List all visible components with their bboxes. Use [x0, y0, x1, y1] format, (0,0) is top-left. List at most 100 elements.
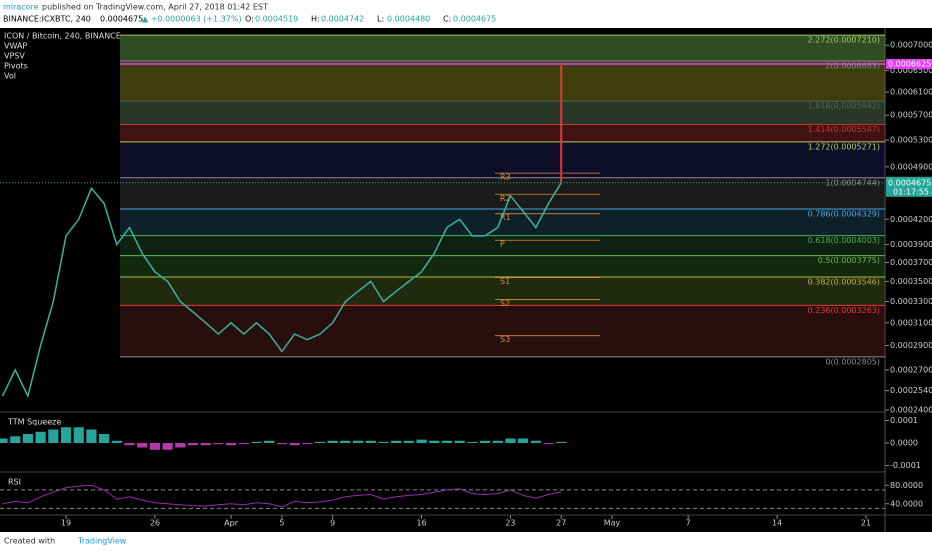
momentum-bar	[391, 440, 402, 443]
momentum-bar	[543, 443, 554, 445]
y-tick-label: 0.0004900	[890, 162, 932, 171]
price-line	[1, 182, 562, 399]
fib-label: 0.5(0.0003775)	[818, 256, 880, 265]
fib-band	[120, 235, 885, 256]
pivot-label: P	[500, 240, 505, 249]
fib-label: 0.618(0.0004003)	[808, 236, 880, 245]
y-tick-label: 0.0002700	[890, 365, 932, 374]
pivot-label: S2	[500, 299, 510, 308]
pivot-label: R2	[500, 194, 511, 203]
fib-label: 0(0.0002805)	[825, 357, 880, 366]
x-tick-label: 27	[556, 519, 566, 528]
momentum-bar	[99, 434, 110, 443]
fib-label: 1.272(0.0005271)	[808, 142, 880, 151]
momentum-bar	[429, 440, 440, 443]
fib-band	[120, 124, 885, 142]
y-tick-label: 0.0003100	[890, 318, 932, 327]
pivot-label: S3	[500, 335, 510, 344]
momentum-bar	[35, 431, 46, 443]
momentum-bar	[340, 440, 351, 443]
indicator-label: Vol	[4, 72, 16, 81]
change: ▲ +0.0000063 (+1.37%)	[142, 15, 242, 24]
y-tick-label: 40.0000	[890, 499, 923, 508]
legend-title: ICON / Bitcoin, 240, BINANCE	[4, 32, 121, 41]
fib-band	[120, 141, 885, 178]
last-price-tag	[886, 176, 932, 197]
y-tick-label: 0.0006500	[890, 66, 932, 75]
momentum-bar	[289, 443, 300, 446]
pivot-label: R3	[500, 173, 511, 182]
momentum-bar	[48, 429, 59, 443]
momentum-bar	[365, 440, 376, 443]
momentum-bar	[454, 440, 465, 443]
y-tick-label: 0.0002900	[890, 341, 932, 350]
y-tick-label: 0.0003500	[890, 277, 932, 286]
quote-label: L:	[377, 15, 384, 24]
pivot-label: R1	[500, 213, 511, 222]
fib-label: 2(0.0006683)	[825, 62, 880, 71]
quote-label: H:	[311, 15, 320, 24]
momentum-bar	[302, 443, 313, 445]
y-tick-label: 0.0006100	[890, 88, 932, 97]
rsi-line	[2, 484, 562, 508]
target-label: 0.0006625	[888, 59, 931, 68]
fib-label: 1.414(0.0005547)	[808, 125, 880, 134]
momentum-bar	[73, 427, 84, 443]
momentum-bar	[378, 441, 389, 443]
momentum-bar	[314, 441, 326, 443]
footer-created: Created with	[4, 537, 55, 546]
momentum-bar	[213, 443, 224, 445]
x-tick-label: 9	[330, 519, 335, 528]
momentum-bar	[505, 438, 516, 443]
momentum-bar	[200, 443, 211, 446]
y-tick-label: 80.0000	[890, 481, 923, 490]
quote-value: 0.0004480	[387, 15, 430, 24]
x-tick-label: 21	[861, 519, 871, 528]
indicator-label: Pivots	[4, 62, 28, 71]
panel-title: RSI	[8, 478, 21, 487]
x-tick-label: 5	[279, 519, 284, 528]
x-tick-label: Apr	[224, 519, 239, 528]
momentum-bar	[60, 427, 72, 443]
x-tick-label: 26	[150, 519, 160, 528]
momentum-bar	[162, 443, 173, 450]
momentum-bar	[251, 441, 262, 443]
x-tick-label: 23	[505, 519, 515, 528]
fib-label: 0.786(0.0004329)	[808, 209, 880, 218]
last-price-label: 0.0004675	[888, 178, 931, 187]
momentum-bar	[556, 441, 567, 443]
symbol: BINANCE:ICXBTC, 240	[3, 15, 91, 24]
momentum-bar	[264, 440, 275, 443]
momentum-bar	[149, 443, 160, 450]
x-tick-label: 7	[686, 519, 691, 528]
y-tick-label: 0.0000	[890, 439, 918, 448]
momentum-bar	[175, 443, 186, 448]
fib-band	[120, 61, 885, 102]
momentum-bar	[416, 439, 427, 443]
author: miracore	[3, 3, 39, 12]
fib-band	[120, 177, 885, 209]
fib-band	[120, 35, 885, 62]
momentum-bar	[124, 443, 135, 446]
y-tick-label: 0.0003900	[890, 240, 932, 249]
momentum-bar	[187, 443, 199, 446]
fib-band	[120, 255, 885, 277]
fib-label: 2.272(0.0007210)	[808, 36, 880, 45]
y-tick-label: -0.0001	[890, 461, 921, 470]
published: published on TradingView.com, April 27, …	[42, 3, 268, 12]
y-tick-label: 0.0003700	[890, 258, 932, 267]
quote-value: 0.0004675	[453, 15, 496, 24]
quote-label: C:	[443, 15, 451, 24]
momentum-bar	[492, 440, 503, 443]
momentum-bar	[137, 443, 148, 448]
y-tick-label: 0.0004200	[890, 215, 932, 224]
momentum-bar	[276, 443, 287, 445]
fib-label: 1.618(0.0005942)	[808, 102, 880, 111]
momentum-bar	[530, 440, 541, 443]
y-tick-label: 0.0005300	[890, 136, 932, 145]
x-tick-label: 16	[416, 519, 426, 528]
footer-brand: TradingView	[77, 537, 127, 546]
momentum-bar	[111, 440, 122, 443]
pivot-label: S1	[500, 277, 510, 286]
